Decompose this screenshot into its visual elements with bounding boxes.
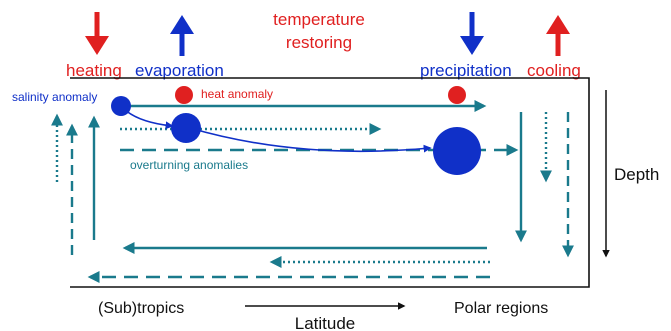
subtropics-label: (Sub)tropics: [98, 300, 184, 317]
depth-label: Depth: [614, 165, 659, 184]
mean-overturning-circulation: [88, 100, 527, 254]
salinity-anomaly-large-dot: [433, 127, 481, 175]
evaporation-label: evaporation: [135, 61, 224, 80]
cooling-arrow: [546, 15, 570, 56]
latitude-label: Latitude: [295, 314, 356, 331]
temperature-restoring-label-1: temperature: [273, 10, 365, 29]
overturning-anomaly-flows: [51, 112, 574, 283]
heating-label: heating: [66, 61, 122, 80]
heat-anomaly-polar-dot: [448, 86, 466, 104]
evaporation-arrow: [170, 15, 194, 56]
heat-anomaly-dot: [175, 86, 193, 104]
polar-regions-label: Polar regions: [454, 300, 548, 317]
ocean-basin-box: [70, 77, 590, 288]
temperature-restoring-label-2: restoring: [286, 33, 352, 52]
salinity-anomaly-dot: [111, 96, 131, 116]
precipitation-arrow: [460, 12, 484, 55]
heat-anomaly-label: heat anomaly: [201, 87, 273, 101]
precipitation-label: precipitation: [420, 61, 512, 80]
salinity-anomaly-mid-dot: [171, 113, 201, 143]
heating-arrow: [85, 12, 109, 55]
salinity-anomaly-label: salinity anomaly: [12, 90, 97, 104]
cooling-label: cooling: [527, 61, 581, 80]
overturning-anomalies-label: overturning anomalies: [130, 158, 248, 172]
